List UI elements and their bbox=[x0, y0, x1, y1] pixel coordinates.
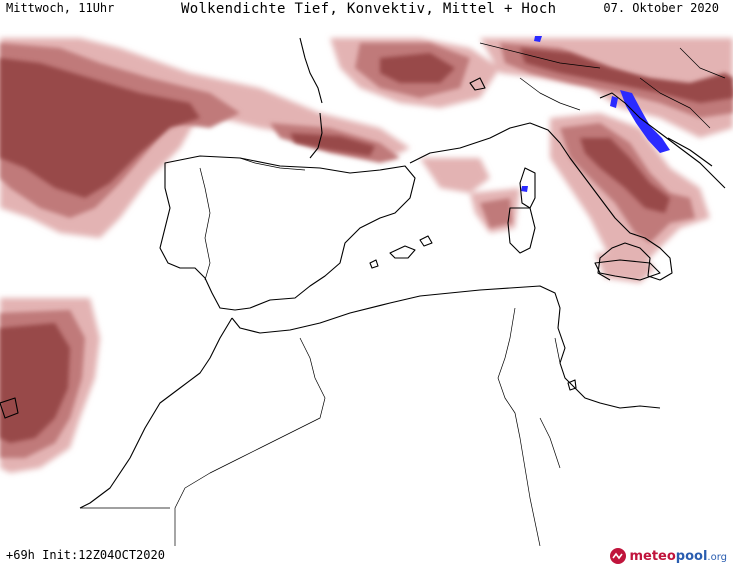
forecast-time-label: Mittwoch, 11Uhr bbox=[6, 1, 115, 15]
borders bbox=[80, 42, 726, 546]
forecast-date: 07. Oktober 2020 bbox=[603, 1, 719, 15]
map-header: Mittwoch, 11Uhr Wolkendichte Tief, Konve… bbox=[0, 0, 733, 18]
logo-text: meteopool.org bbox=[629, 549, 727, 564]
logo-text-meteo: meteo bbox=[629, 548, 676, 564]
meteopool-logo-icon bbox=[610, 548, 627, 564]
meteopool-logo[interactable]: meteopool.org bbox=[609, 546, 727, 566]
logo-text-org: .org bbox=[707, 551, 727, 563]
weather-map bbox=[0, 36, 733, 546]
map-footer: +69h Init:12Z04OCT2020 meteopool.org bbox=[0, 546, 733, 566]
logo-text-pool: pool bbox=[675, 548, 708, 564]
map-title: Wolkendichte Tief, Konvektiv, Mittel + H… bbox=[181, 1, 557, 17]
coastlines bbox=[0, 37, 726, 509]
model-run-label: +69h Init:12Z04OCT2020 bbox=[6, 548, 165, 562]
